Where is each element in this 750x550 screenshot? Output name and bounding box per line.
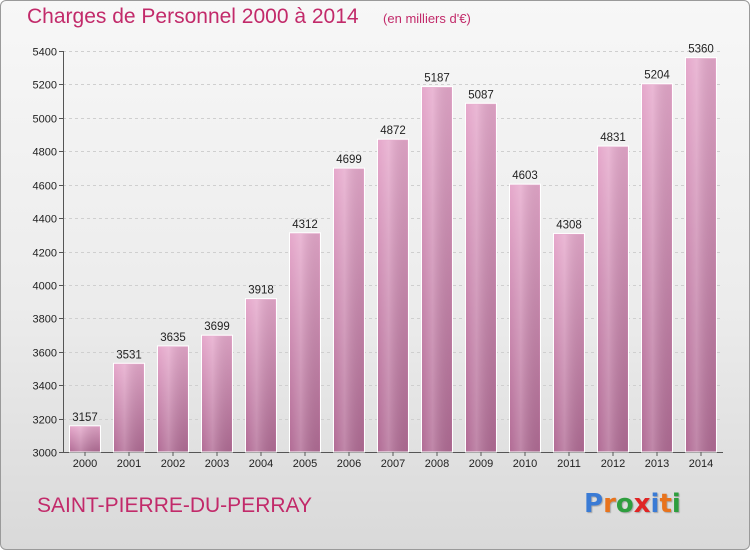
data-label: 5187 — [424, 73, 450, 85]
y-tick-label: 4000 — [33, 281, 57, 293]
x-tick-label: 2013 — [645, 458, 669, 470]
y-tick-label: 4400 — [33, 214, 57, 226]
x-tick-label: 2012 — [601, 458, 625, 470]
x-axis: 2000 2001 2002 2003 2004 2005 2006 2007 2008 2009… — [73, 452, 713, 470]
y-tick-label: 3400 — [33, 381, 57, 393]
logo-letter: t — [659, 489, 672, 519]
bar-shine — [422, 87, 452, 453]
chart-title: Charges de Personnel 2000 à 2014 — [27, 5, 359, 28]
data-label: 3635 — [160, 332, 186, 344]
x-tick-label: 2000 — [73, 458, 97, 470]
bar-shine — [202, 336, 232, 452]
chart-subtitle: (en milliers d'€) — [383, 11, 471, 26]
bar-shine — [114, 364, 144, 452]
y-tick-label: 3800 — [33, 314, 57, 326]
title-row: Charges de Personnel 2000 à 2014 (en mil… — [27, 5, 471, 29]
data-label: 4603 — [512, 170, 538, 182]
x-tick-label: 2005 — [293, 458, 317, 470]
x-tick-label: 2009 — [469, 458, 493, 470]
x-tick-label: 2001 — [117, 458, 141, 470]
data-label: 4312 — [292, 219, 318, 231]
bar-shine — [554, 234, 584, 452]
y-tick-label: 3200 — [33, 415, 57, 427]
bars: 3157 3531 3635 3699 3918 4312 4699 4872 5187 5087… — [69, 44, 717, 453]
y-tick-label: 5200 — [33, 80, 57, 92]
y-tick-label: 3600 — [33, 348, 57, 360]
data-label: 5360 — [688, 44, 714, 56]
data-label: 4308 — [556, 219, 582, 231]
bar-shine — [466, 104, 496, 452]
y-tick-label: 5400 — [33, 47, 57, 59]
y-tick-label: 3000 — [33, 448, 57, 460]
bar-shine — [598, 147, 628, 452]
bar-shine — [290, 233, 320, 452]
bar-shine — [158, 346, 188, 452]
bar-shine — [70, 426, 100, 452]
x-tick-label: 2004 — [249, 458, 273, 470]
logo-letter: o — [615, 489, 634, 519]
x-tick-label: 2006 — [337, 458, 361, 470]
data-label: 5087 — [468, 89, 494, 101]
x-tick-label: 2011 — [557, 458, 581, 470]
x-tick-label: 2003 — [205, 458, 229, 470]
y-tick-label: 5000 — [33, 114, 57, 126]
y-axis: 3000 3200 3400 3600 3800 4000 4200 4400 4600 4800… — [33, 47, 723, 460]
y-tick-label: 4200 — [33, 248, 57, 260]
data-label: 3699 — [204, 321, 230, 333]
bar-shine — [334, 169, 364, 452]
data-label: 4699 — [336, 154, 362, 166]
x-tick-label: 2014 — [689, 458, 713, 470]
logo-letter: i — [671, 489, 681, 519]
data-label: 3531 — [116, 349, 142, 361]
y-tick-label: 4600 — [33, 181, 57, 193]
bar-shine — [246, 299, 276, 452]
data-label: 3157 — [72, 412, 98, 424]
data-label: 4831 — [600, 132, 626, 144]
x-tick-label: 2007 — [381, 458, 405, 470]
logo-letter: r — [603, 489, 616, 519]
data-label: 4872 — [380, 125, 406, 137]
logo-letter: P — [584, 489, 604, 519]
bar-shine — [510, 185, 540, 453]
logo-letter: i — [650, 489, 660, 519]
y-tick-label: 4800 — [33, 147, 57, 159]
proxiti-logo[interactable]: Proxiti — [584, 489, 681, 519]
x-tick-label: 2008 — [425, 458, 449, 470]
bar-shine — [642, 84, 672, 452]
data-label: 3918 — [248, 285, 274, 297]
logo-letter: x — [633, 489, 651, 519]
bar-shine — [686, 58, 716, 452]
data-label: 5204 — [644, 70, 670, 82]
x-tick-label: 2002 — [161, 458, 185, 470]
x-tick-label: 2010 — [513, 458, 537, 470]
place-name: SAINT-PIERRE-DU-PERRAY — [37, 494, 312, 517]
bar-shine — [378, 140, 408, 452]
